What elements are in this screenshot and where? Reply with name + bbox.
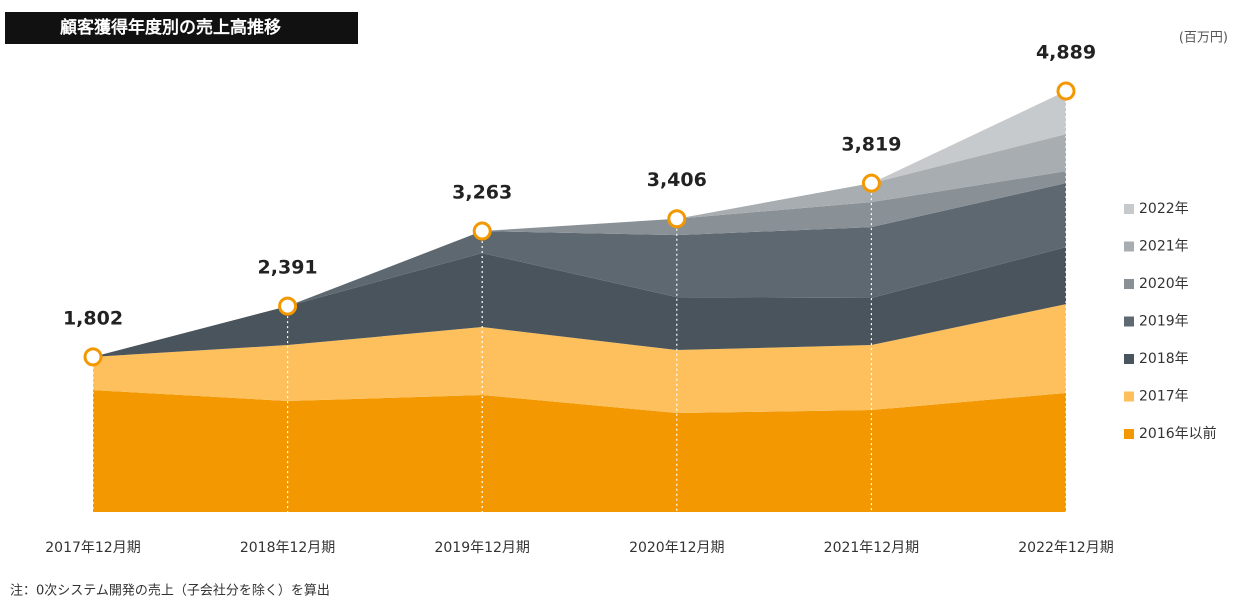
total-label: 3,406 <box>647 169 707 191</box>
legend-label: 2018年 <box>1139 351 1189 367</box>
total-label: 4,889 <box>1036 42 1096 64</box>
legend-label: 2021年 <box>1139 239 1189 255</box>
unit-label: (百万円) <box>1179 31 1228 46</box>
total-marker <box>1056 81 1076 101</box>
legend-swatch <box>1124 279 1134 289</box>
total-label: 2,391 <box>258 257 318 279</box>
total-marker <box>861 173 881 193</box>
x-tick-label: 2022年12月期 <box>1018 540 1113 556</box>
legend-swatch <box>1124 354 1134 364</box>
area <box>93 171 1066 357</box>
x-tick-label: 2017年12月期 <box>45 540 140 556</box>
area <box>93 390 1066 512</box>
legend-label: 2016年以前 <box>1139 425 1217 442</box>
total-marker <box>472 221 492 241</box>
legend-swatch <box>1124 204 1134 214</box>
note: 注：0次システム開発の売上（子会社分を除く）を算出 <box>10 583 330 599</box>
total-label: 3,819 <box>841 134 901 156</box>
total-label: 1,802 <box>63 307 123 329</box>
total-label: 3,263 <box>452 182 512 204</box>
legend-swatch <box>1124 241 1134 252</box>
total-marker <box>667 209 687 229</box>
x-tick-label: 2018年12月期 <box>240 540 335 556</box>
area <box>93 247 1066 357</box>
legend-swatch <box>1124 316 1134 327</box>
x-tick-label: 2021年12月期 <box>824 540 919 556</box>
legend-label: 2019年 <box>1139 314 1189 330</box>
area <box>93 183 1066 357</box>
legend-swatch <box>1124 429 1134 439</box>
legend-swatch <box>1124 391 1134 402</box>
total-marker <box>278 296 298 316</box>
legend-label: 2022年 <box>1139 201 1189 217</box>
legend-label: 2017年 <box>1139 389 1189 405</box>
x-tick-label: 2019年12月期 <box>434 540 529 556</box>
total-marker <box>83 347 103 367</box>
chart-title: 顧客獲得年度別の売上高推移 <box>60 17 281 38</box>
area <box>93 304 1066 413</box>
legend-label: 2020年 <box>1139 276 1189 292</box>
title-box <box>5 12 358 44</box>
x-tick-label: 2020年12月期 <box>629 540 724 556</box>
